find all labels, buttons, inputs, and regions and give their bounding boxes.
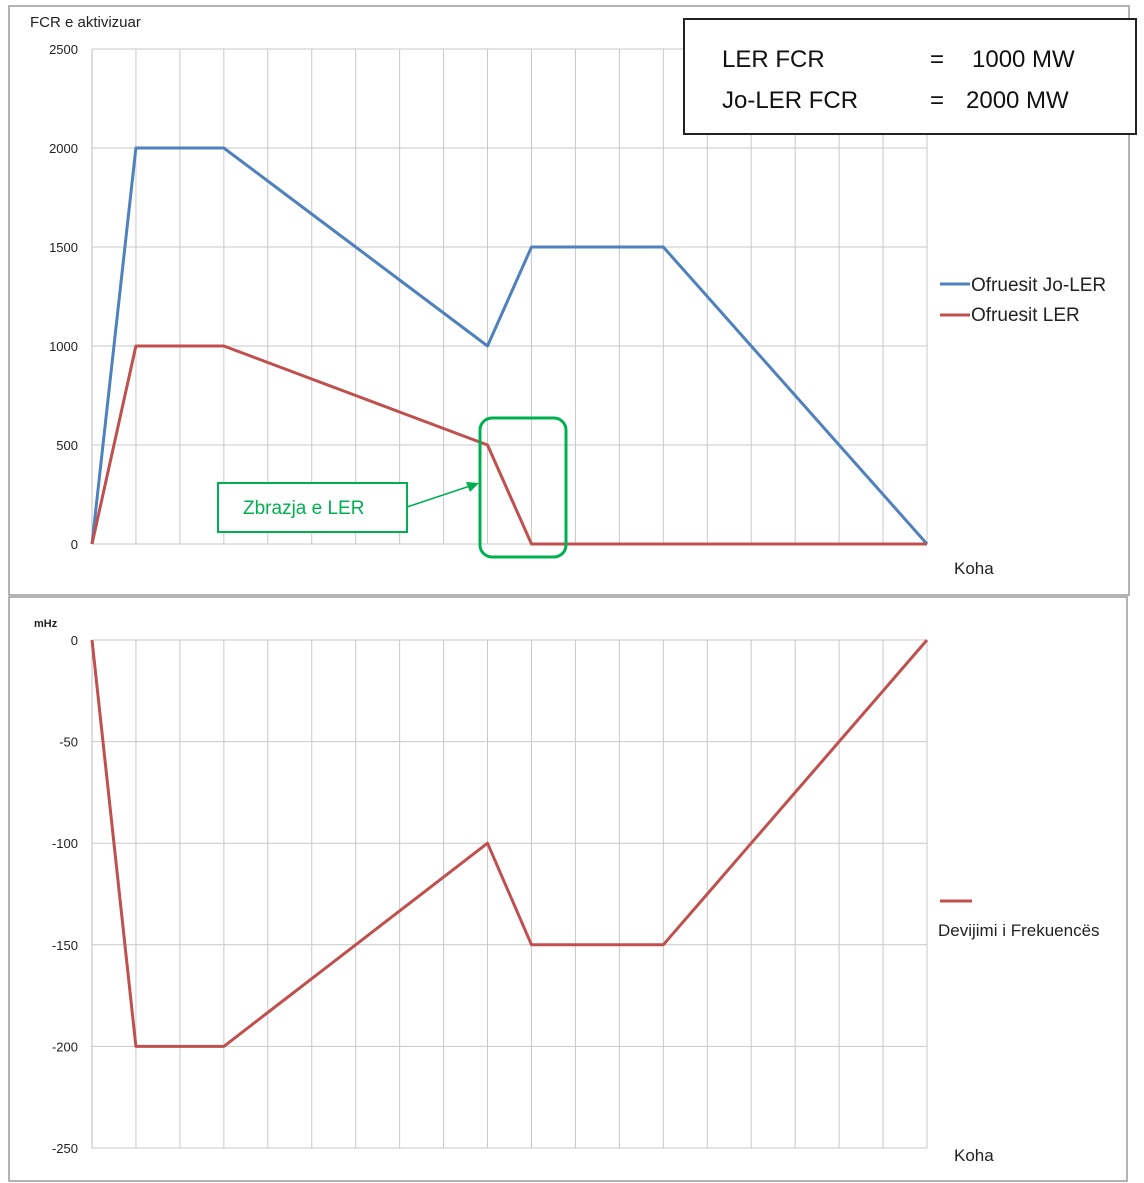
bottom-panel-frame [8, 596, 1128, 1182]
y-tick-label: -250 [52, 1141, 78, 1156]
y-tick-label: -50 [59, 735, 78, 750]
top-y-axis-title: FCR e aktivizuar [30, 14, 141, 31]
annotation-highlight-box [478, 416, 568, 559]
info-box: LER FCR = 1000 MW Jo-LER FCR = 2000 MW [683, 18, 1137, 135]
info-box-row-2-label: Jo-LER FCR [722, 87, 858, 114]
y-tick-label: -150 [52, 938, 78, 953]
ler-discharge-annotation: Zbrazja e LER [217, 416, 568, 559]
bottom-y-axis-title: mHz [34, 618, 58, 630]
y-tick-label: 500 [56, 438, 78, 453]
y-tick-label: 2000 [49, 141, 78, 156]
top-y-tick-labels: 0 500 1000 1500 2000 2500 [49, 42, 78, 552]
bottom-gridlines [91, 639, 928, 1149]
annotation-arrow-head [466, 482, 479, 492]
legend-label-ler: Ofruesit LER [971, 305, 1080, 326]
y-tick-label: -100 [52, 836, 78, 851]
bottom-x-axis-title: Koha [954, 1146, 994, 1165]
y-tick-label: 2500 [49, 42, 78, 57]
y-tick-label: 0 [71, 537, 78, 552]
info-box-row-2-eq: = [930, 87, 944, 114]
series-line-1 [90, 639, 929, 1048]
series-line-1 [90, 146, 929, 545]
info-box-row-1-eq: = [930, 46, 944, 73]
y-tick-label: 1000 [49, 339, 78, 354]
legend-label-frequency: Devijimi i Frekuencës [938, 921, 1100, 940]
bottom-series-lines [90, 639, 929, 1048]
info-box-row-2-value: 2000 MW [966, 87, 1069, 114]
bottom-legend: Devijimi i Frekuencës [938, 899, 1100, 940]
top-series-lines [90, 146, 929, 546]
info-box-row-1-label: LER FCR [722, 46, 825, 73]
annotation-label: Zbrazja e LER [243, 498, 364, 519]
series-line-2 [90, 344, 927, 546]
top-legend: Ofruesit Jo-LER Ofruesit LER [940, 275, 1106, 326]
y-tick-label: 0 [71, 633, 78, 648]
y-tick-label: -200 [52, 1039, 78, 1054]
legend-label-jo-ler: Ofruesit Jo-LER [971, 275, 1106, 296]
annotation-arrow-line [406, 483, 477, 508]
annotation-label-box [217, 482, 408, 533]
top-x-axis-title: Koha [954, 559, 994, 578]
y-tick-label: 1500 [49, 240, 78, 255]
info-box-row-1-value: 1000 MW [972, 46, 1075, 73]
bottom-y-tick-labels: -250 -200 -150 -100 -50 0 [52, 633, 78, 1156]
